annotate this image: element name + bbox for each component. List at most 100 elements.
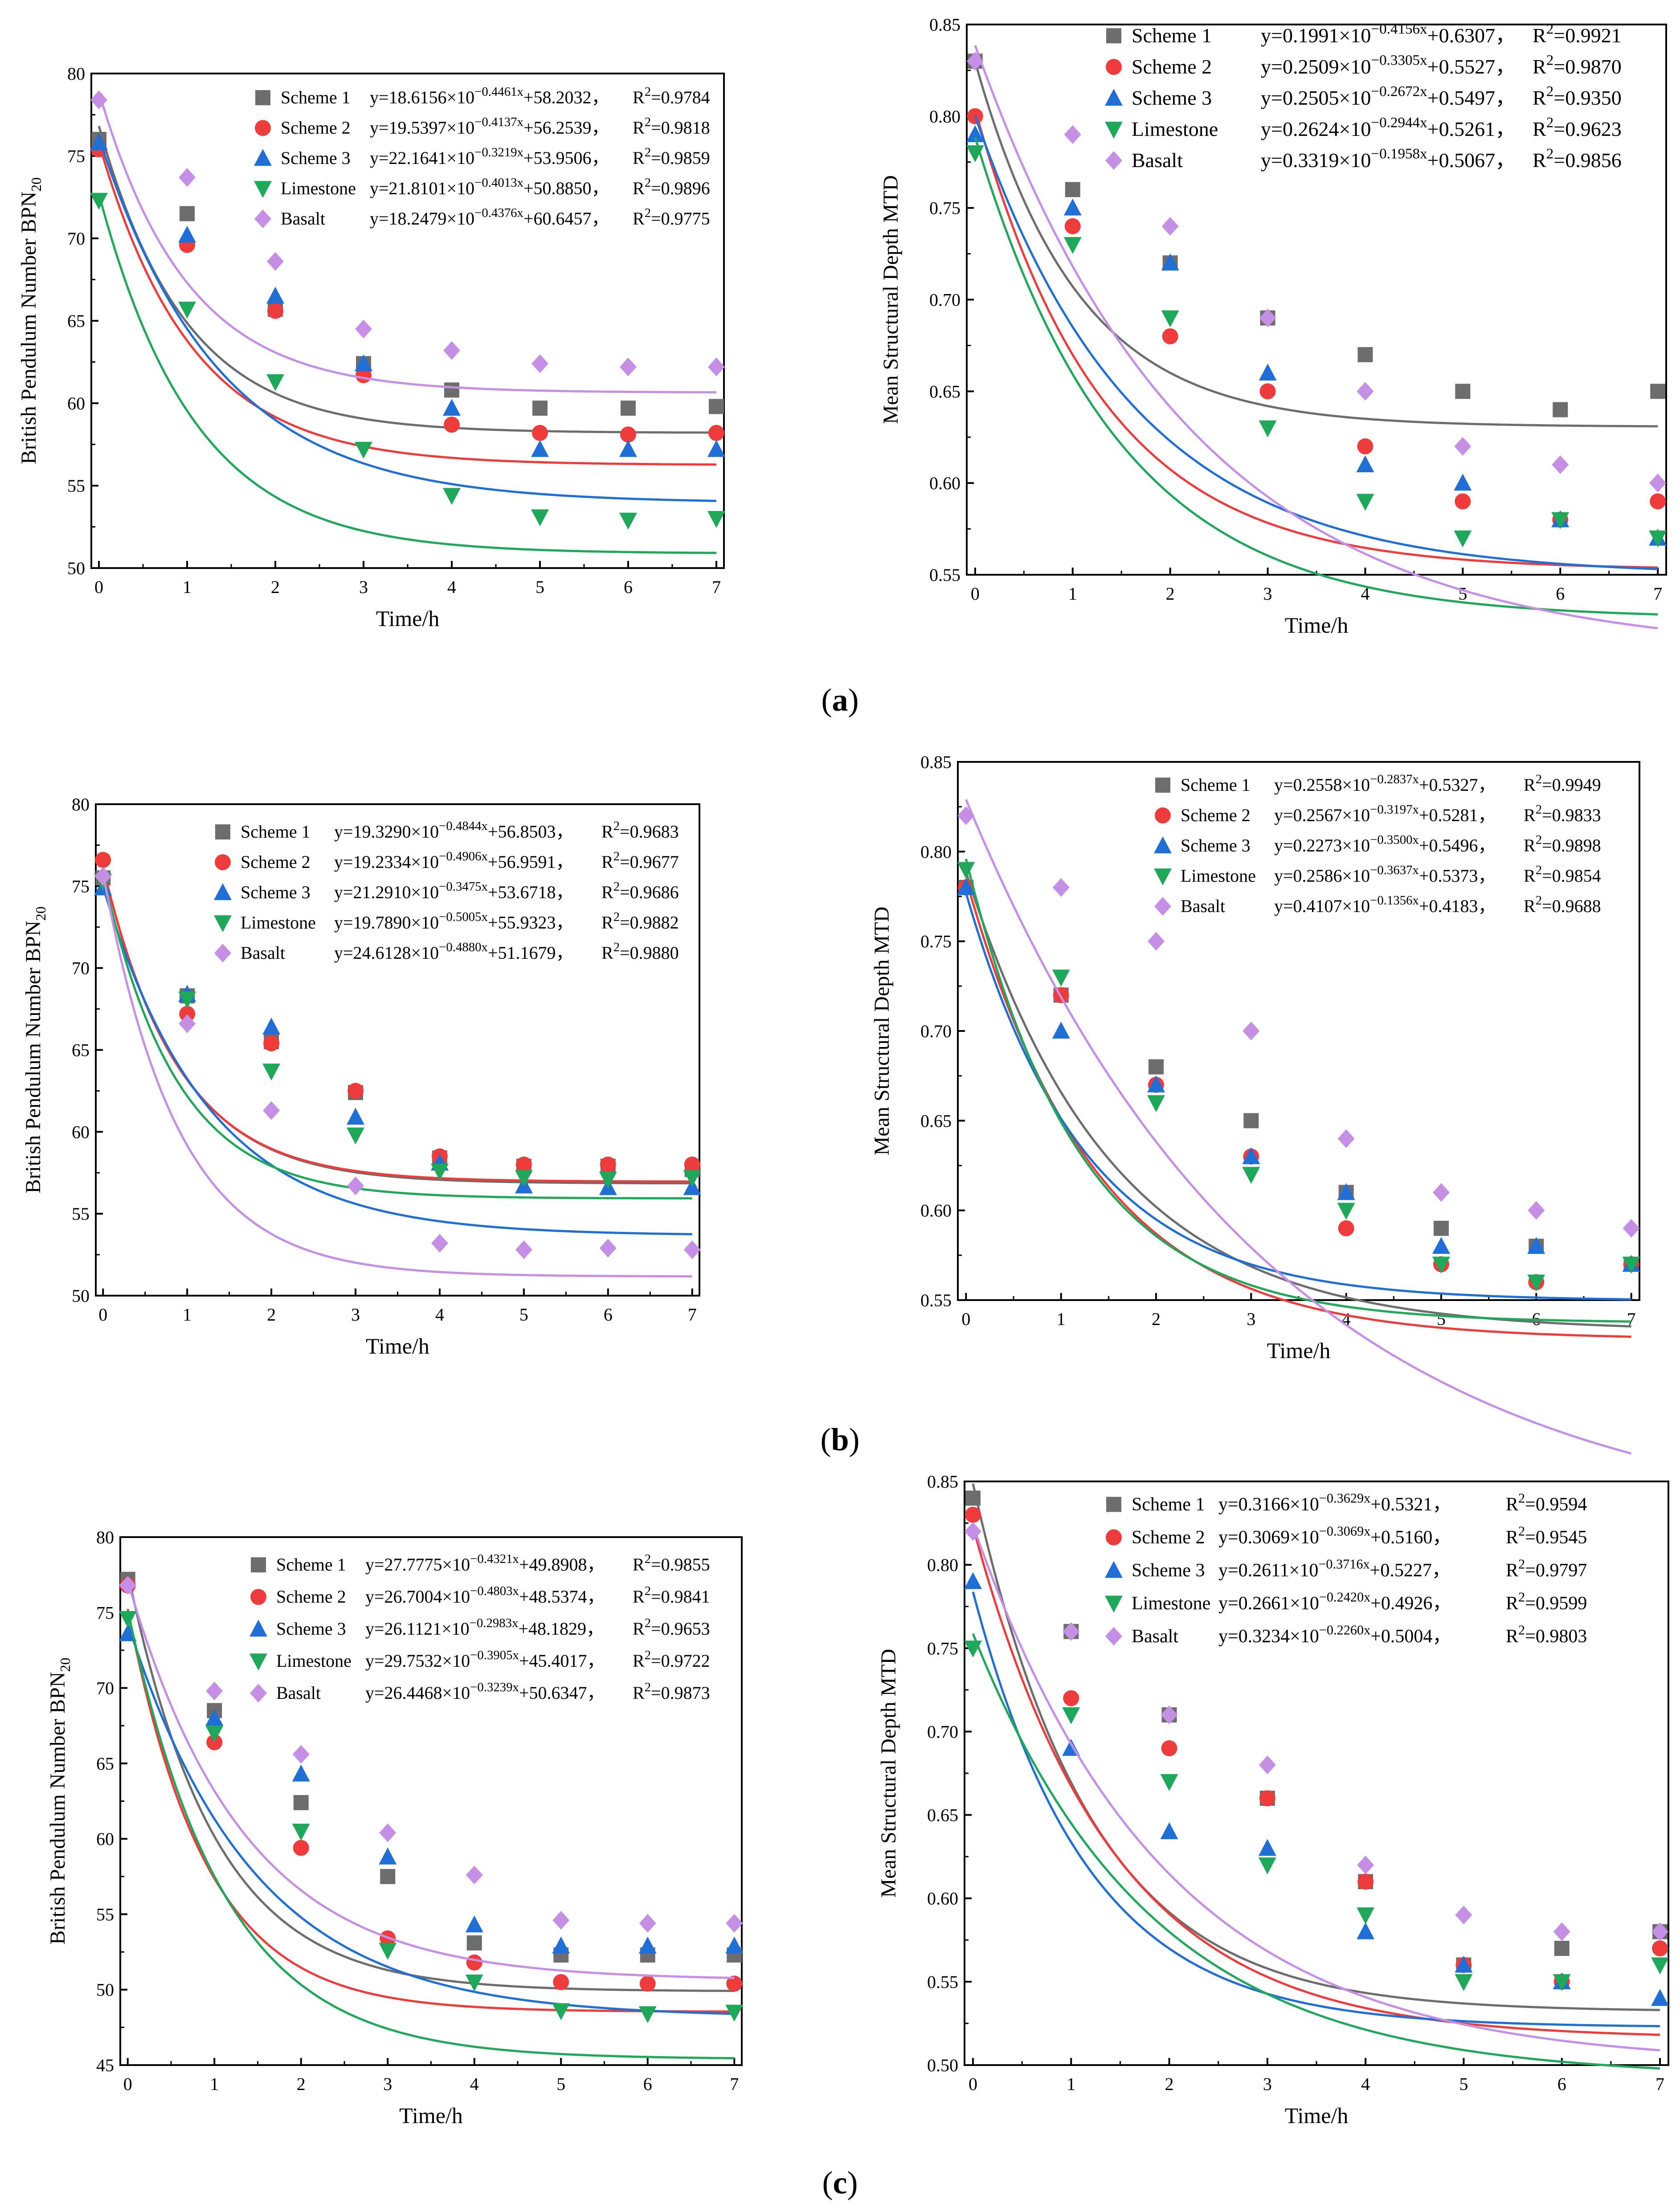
x-tick-label: 7 — [730, 2074, 739, 2094]
legend-r-squared: R2=0.9775 — [633, 206, 710, 229]
legend-r-squared: R2=0.9623 — [1533, 115, 1622, 140]
r-squared-R: R — [633, 1587, 645, 1607]
legend-r-squared: R2=0.9803 — [1506, 1622, 1587, 1647]
x-tick-label: 5 — [535, 577, 544, 597]
fit-curve-limestone — [127, 1610, 735, 2059]
r-squared-value: =0.9896 — [651, 178, 710, 198]
data-point-circle — [255, 120, 271, 136]
legend-r-squared: R2=0.9870 — [1533, 52, 1622, 78]
fit-curve-scheme-3 — [965, 892, 1631, 1301]
equation-base: y=0.2509×10 — [1261, 55, 1371, 78]
equation-exponent: −0.5005x — [439, 910, 488, 924]
equation-exponent: −0.4844x — [439, 819, 488, 833]
legend-r-squared: R2=0.9841 — [633, 1584, 710, 1607]
legend-r-squared: R2=0.9833 — [1524, 802, 1601, 825]
data-point-diamond — [1337, 1129, 1355, 1148]
y-tick-label: 75 — [67, 146, 85, 166]
legend-label: Limestone — [281, 178, 356, 198]
y-axis-label: British Pendulum Number BPN20 — [46, 1657, 73, 1944]
r-squared-value: =0.9803 — [1525, 1626, 1587, 1647]
equation-constant: +0.5261， — [1427, 118, 1516, 140]
equation-exponent: −0.2837x — [1370, 772, 1419, 786]
fit-curve-basalt — [127, 1581, 735, 1979]
data-point-triangle-down — [1105, 122, 1123, 139]
data-point-triangle-up — [262, 1018, 281, 1035]
legend-label: Basalt — [276, 1683, 321, 1703]
y-axis-label: British Pendulum Number BPN20 — [21, 906, 49, 1193]
x-tick-label: 6 — [643, 2074, 652, 2094]
equation-base: y=0.1991×10 — [1261, 24, 1371, 47]
chart-c-mtd: 0.50 0.55 0.60 0.65 0.70 0.75 0.80 0.85 0 1 2 3 4 5 6 7… — [877, 1472, 1669, 2128]
y-tick-label: 60 — [96, 1829, 114, 1849]
equation-base: y=0.3166×10 — [1218, 1494, 1319, 1515]
data-point-triangle-down — [430, 1163, 449, 1181]
y-tick-label: 65 — [72, 1040, 90, 1060]
data-point-triangle-down — [1147, 1095, 1165, 1113]
equation-exponent: −0.4013x — [474, 176, 523, 190]
r-squared-R: R — [633, 1683, 645, 1703]
data-point-triangle-down — [119, 1611, 137, 1628]
data-point-triangle-down — [1258, 1857, 1276, 1874]
r-squared-value: =0.9949 — [1542, 775, 1601, 795]
data-point-triangle-up — [619, 440, 637, 457]
r-squared-superscript: 2 — [1546, 146, 1554, 162]
data-point-circle — [466, 1954, 482, 1971]
data-point-triangle-down — [1622, 1256, 1640, 1274]
y-tick-label: 80 — [67, 64, 85, 84]
chart-b-bpn: 50 55 60 65 70 75 80 0 1 2 3 4 5 6 7 Time/h British Pend… — [21, 794, 701, 1358]
data-point-diamond — [1553, 1922, 1570, 1941]
data-point-triangle-up — [531, 440, 549, 457]
legend-label: Basalt — [241, 943, 285, 963]
data-point-circle — [1455, 493, 1471, 510]
r-squared-R: R — [1533, 149, 1546, 172]
data-point-triangle-down — [1356, 494, 1374, 511]
equation-exponent: −0.3305x — [1371, 52, 1427, 69]
equation-exponent: −0.3197x — [1370, 802, 1419, 817]
r-squared-superscript: 2 — [1518, 1556, 1525, 1571]
data-point-diamond — [1161, 1706, 1178, 1724]
y-tick-label: 0.55 — [927, 1972, 958, 1992]
equation-constant: +53.6718， — [488, 882, 574, 902]
r-squared-R: R — [633, 1651, 645, 1671]
legend-label: Scheme 2 — [1132, 55, 1212, 78]
data-point-triangle-down — [442, 488, 461, 505]
data-point-triangle-up — [178, 225, 196, 243]
data-point-triangle-up — [966, 125, 984, 142]
r-squared-R: R — [1506, 1626, 1518, 1647]
r-squared-R: R — [633, 1554, 645, 1575]
legend-label: Scheme 2 — [241, 852, 311, 872]
y-axis-label: Mean Structural Depth MTD — [877, 1649, 900, 1898]
r-squared-R: R — [601, 822, 613, 842]
x-tick-label: 1 — [1067, 2074, 1075, 2094]
legend-r-squared: R2=0.9784 — [633, 85, 710, 107]
data-point-square — [1243, 1113, 1259, 1129]
y-axis-label-subscript: 20 — [33, 906, 49, 920]
data-point-triangle-down — [964, 1640, 982, 1658]
equation-base: y=0.2505×10 — [1261, 86, 1371, 109]
data-point-diamond — [94, 867, 112, 886]
data-point-triangle-up — [1527, 1237, 1545, 1254]
legend-equation: y=26.1121×10−0.2983x+48.1829， — [365, 1616, 604, 1639]
data-point-triangle-down — [249, 1653, 267, 1671]
equation-base: y=22.1641×10 — [370, 148, 474, 168]
x-tick-label: 7 — [1655, 2074, 1664, 2094]
r-squared-value: =0.9688 — [1542, 896, 1601, 916]
legend-r-squared: R2=0.9896 — [633, 176, 710, 198]
data-point-diamond — [552, 1910, 570, 1930]
fit-curve-scheme-3 — [974, 115, 1658, 570]
x-tick-label: 0 — [123, 2074, 132, 2094]
data-point-circle — [263, 1035, 280, 1051]
equation-exponent: −0.3629x — [1319, 1490, 1370, 1505]
data-point-diamond — [206, 1681, 223, 1701]
data-point-diamond — [1528, 1201, 1545, 1220]
fit-curve-scheme-3 — [102, 886, 692, 1235]
data-point-circle — [267, 303, 284, 319]
data-point-triangle-up — [1259, 364, 1277, 381]
data-point-circle — [1161, 1740, 1177, 1756]
legend-r-squared: R2=0.9722 — [633, 1648, 710, 1671]
data-point-triangle-up — [1258, 1839, 1276, 1856]
r-squared-R: R — [601, 912, 613, 933]
legend-label: Limestone — [1132, 118, 1218, 140]
data-point-triangle-down — [1337, 1203, 1355, 1220]
data-point-triangle-up — [1052, 1022, 1070, 1039]
